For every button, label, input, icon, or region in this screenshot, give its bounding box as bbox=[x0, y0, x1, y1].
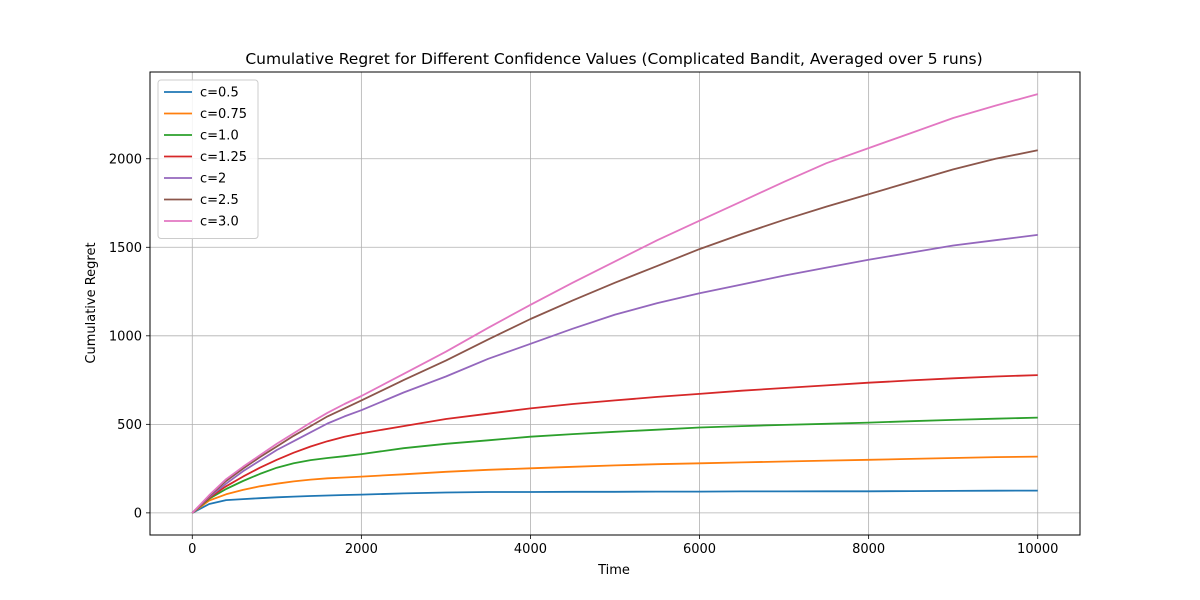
y-tick-label: 0 bbox=[134, 506, 142, 521]
legend-label: c=1.0 bbox=[200, 129, 239, 144]
x-tick-label: 4000 bbox=[514, 542, 547, 557]
y-tick-label: 500 bbox=[117, 418, 142, 433]
series-line-c=0.75 bbox=[191, 455, 1038, 514]
plot-frame bbox=[149, 71, 1081, 536]
series-layer bbox=[191, 93, 1038, 514]
grid-layer bbox=[150, 72, 1080, 535]
legend: c=0.5 c=0.75 c=1.0 c=1.25 c=2 c=2.5 c=3.0 bbox=[157, 79, 259, 239]
x-tick-label: 8000 bbox=[852, 542, 885, 557]
legend-label: c=1.25 bbox=[200, 150, 247, 165]
legend-label: c=0.5 bbox=[200, 86, 239, 101]
legend-label: c=2.5 bbox=[200, 193, 239, 208]
y-tick-label: 2000 bbox=[109, 152, 142, 167]
series-line-c=0.5 bbox=[191, 489, 1038, 514]
series-line-c=2.5 bbox=[191, 149, 1038, 514]
x-tick-label: 6000 bbox=[683, 542, 716, 557]
x-tick-label: 2000 bbox=[345, 542, 378, 557]
legend-label: c=3.0 bbox=[200, 215, 239, 230]
tick-layer: 0 2000 4000 6000 8000 10000 0 500 1000 1500 2000 bbox=[109, 152, 1059, 557]
legend-label: c=2 bbox=[200, 172, 226, 187]
legend-label: c=0.75 bbox=[200, 107, 247, 122]
series-line-c=2 bbox=[191, 234, 1038, 514]
chart-title: Cumulative Regret for Different Confiden… bbox=[245, 50, 982, 68]
y-axis-label: Cumulative Regret bbox=[84, 242, 99, 363]
series-line-c=3.0 bbox=[191, 93, 1038, 514]
series-line-c=1.0 bbox=[191, 416, 1038, 514]
y-tick-label: 1500 bbox=[109, 241, 142, 256]
x-axis-label: Time bbox=[597, 563, 630, 578]
x-tick-label: 0 bbox=[188, 542, 196, 557]
x-tick-label: 10000 bbox=[1017, 542, 1058, 557]
series-line-c=1.25 bbox=[191, 374, 1038, 514]
y-tick-label: 1000 bbox=[109, 329, 142, 344]
